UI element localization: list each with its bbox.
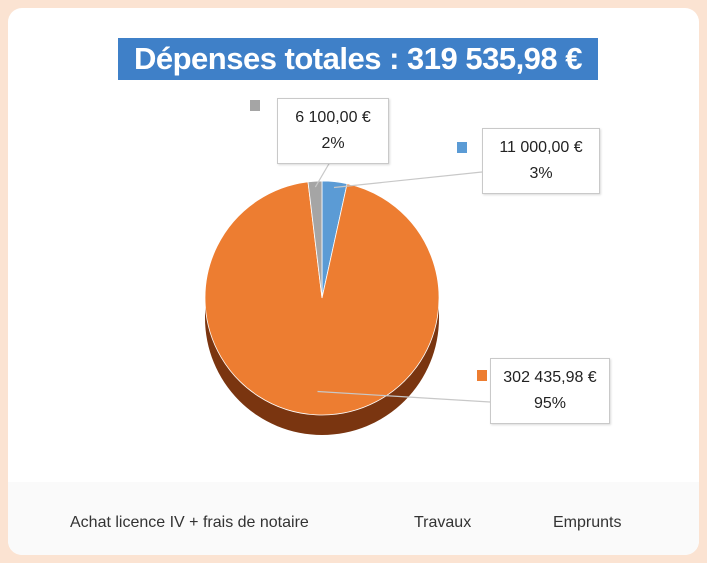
legend-item: Travaux: [414, 514, 471, 532]
data-label: 11 000,00 € 3%: [482, 128, 600, 194]
data-label: 6 100,00 € 2%: [277, 98, 389, 164]
data-label: 302 435,98 € 95%: [490, 358, 610, 424]
pie-slice: [307, 180, 323, 299]
legend-item: Emprunts: [553, 514, 621, 532]
legend-band: [8, 482, 699, 555]
value-label: 302 435,98 €: [503, 369, 597, 386]
legend-item: Achat licence IV + frais de notaire: [70, 514, 309, 532]
legend-label: Achat licence IV + frais de notaire: [70, 514, 309, 531]
value-label: 11 000,00 €: [499, 139, 583, 156]
percent-label: 2%: [321, 135, 345, 152]
label-key: [477, 370, 487, 381]
leader-line: [333, 171, 483, 189]
leader-line: [314, 161, 331, 188]
value-label: 6 100,00 €: [295, 109, 371, 126]
label-key: [457, 142, 467, 153]
pie-slice: [204, 181, 440, 416]
legend-label: Emprunts: [553, 514, 622, 531]
leader-line: [317, 390, 491, 403]
percent-label: 95%: [533, 395, 567, 412]
chart-title: Dépenses totales : 319 535,98 €: [118, 38, 598, 80]
percent-label: 3%: [529, 165, 553, 182]
legend-label: Travaux: [414, 514, 472, 531]
label-key: [250, 100, 260, 111]
